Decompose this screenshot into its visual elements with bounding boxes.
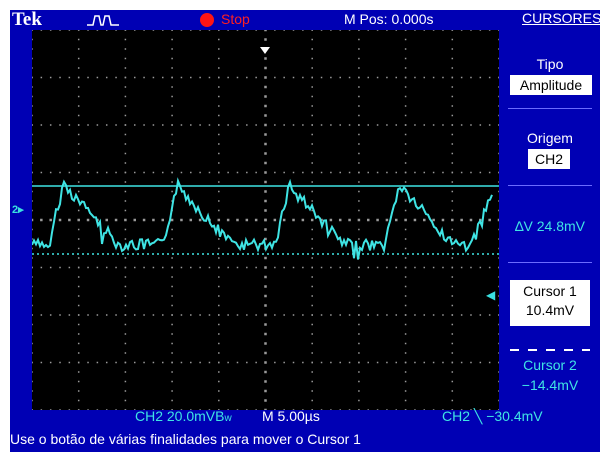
delta-v-readout: ∆V 24.8mV — [514, 218, 586, 234]
help-message: Use o botão de várias finalidades para m… — [10, 431, 361, 447]
bandwidth-limit-mark: w — [224, 413, 232, 424]
origem-button[interactable]: CH2 — [528, 149, 570, 169]
menu-divider — [508, 262, 592, 263]
ch2-waveform-trace — [32, 177, 493, 260]
menu-divider — [508, 108, 592, 109]
menu-title: CURSORES — [522, 10, 600, 26]
brand-logo: Tek — [12, 10, 42, 30]
waveform-graticule — [32, 30, 499, 410]
ch2-ground-marker: 2▸ — [12, 204, 24, 216]
stop-indicator-icon — [200, 13, 214, 27]
cursor2-value[interactable]: −14.4mV — [521, 377, 579, 393]
trigger-readout: CH2 ╲ −30.4mV — [442, 408, 543, 424]
origem-label: Origem — [527, 130, 573, 146]
channel-scale: CH2 20.0mVBw — [135, 408, 232, 424]
oscilloscope-screen: Tek Stop M Pos: 0.000s CURSORES 2▸ ◀ Tip… — [10, 10, 600, 452]
cursor1-label: Cursor 1 — [523, 283, 577, 299]
time-scale: M 5.00µs — [262, 408, 320, 424]
menu-divider — [508, 185, 592, 186]
cursor1-value: 10.4mV — [525, 302, 575, 318]
menu-dashed-divider — [510, 349, 590, 351]
cursor1-button[interactable]: Cursor 1 10.4mV — [510, 280, 590, 326]
acquisition-state: Stop — [221, 11, 250, 27]
tipo-button[interactable]: Amplitude — [510, 75, 592, 95]
cursor-side-menu: Tipo Amplitude Origem CH2 ∆V 24.8mV Curs… — [500, 30, 600, 410]
waveform-display — [32, 30, 499, 410]
horizontal-position: M Pos: 0.000s — [344, 11, 434, 27]
cursor-position-arrow-icon: ◀ — [486, 288, 496, 302]
bottom-status-bar: CH2 20.0mVBw M 5.00µs CH2 ╲ −30.4mV — [10, 408, 600, 424]
trigger-waveform-icon — [87, 15, 119, 26]
trigger-position-icon — [260, 47, 270, 54]
top-status-bar: Tek Stop M Pos: 0.000s CURSORES — [10, 10, 600, 30]
cursor2-label[interactable]: Cursor 2 — [523, 357, 577, 373]
tipo-label: Tipo — [536, 56, 564, 72]
